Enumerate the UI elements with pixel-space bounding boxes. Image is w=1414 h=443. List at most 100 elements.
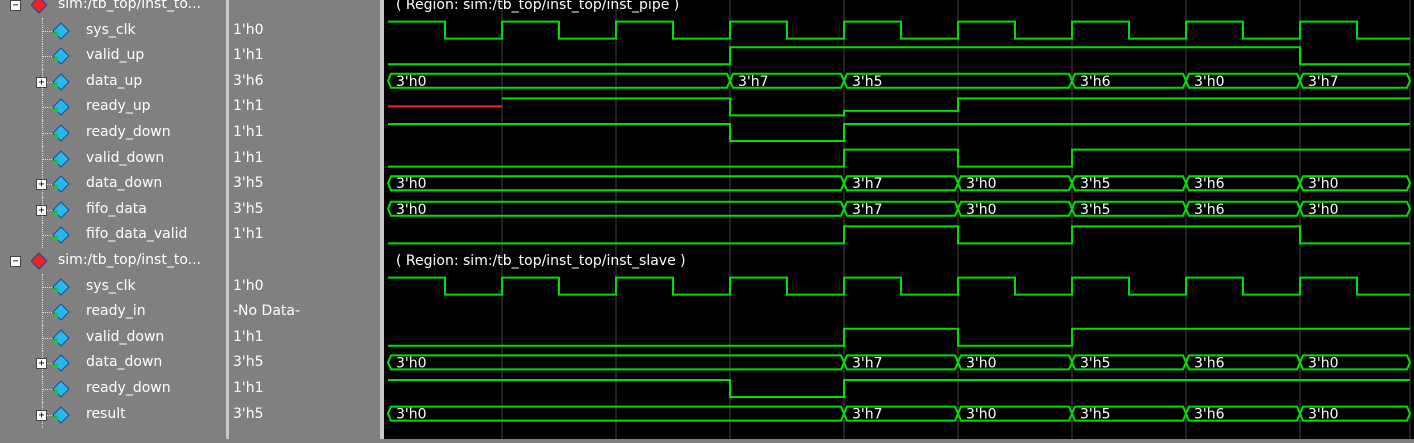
expand-bus-icon[interactable]: + xyxy=(36,410,47,421)
bus-segment xyxy=(1184,405,1302,422)
bus-value-label: 3'h0 xyxy=(1308,202,1339,218)
tree-line xyxy=(42,287,56,288)
signal-row-sys-clk[interactable]: sys_clk xyxy=(0,18,226,44)
signal-diamond-icon xyxy=(52,47,72,74)
signal-value-cell: 1'h1 xyxy=(229,94,380,119)
group-label: sim:/tb_top/inst_to... xyxy=(58,252,201,268)
bus-value-label: 3'h6 xyxy=(1194,176,1225,192)
signal-row-valid-down[interactable]: valid_down xyxy=(0,146,226,172)
signal-value-cell: 1'h1 xyxy=(229,43,380,68)
signal-diamond-icon xyxy=(52,22,72,49)
signal-name: valid_down xyxy=(86,329,165,345)
group-value-cell xyxy=(229,0,380,17)
signal-value-cell: 1'h1 xyxy=(229,146,380,171)
signal-value: 1'h1 xyxy=(233,47,264,63)
expand-bus-icon[interactable]: + xyxy=(36,205,47,216)
signal-value: 3'h5 xyxy=(233,201,264,217)
tree-line xyxy=(42,82,56,83)
group-row[interactable]: − sim:/tb_top/inst_to... xyxy=(0,0,226,17)
signal-value: 1'h1 xyxy=(233,329,264,345)
signal-diamond-icon xyxy=(52,124,72,151)
signal-row-valid-down[interactable]: valid_down xyxy=(0,325,226,351)
bus-value-label: 3'h7 xyxy=(852,407,883,423)
signal-name: fifo_data_valid xyxy=(86,226,188,242)
signal-value-cell: 3'h5 xyxy=(229,350,380,375)
signal-row-data-up[interactable]: + data_up xyxy=(0,69,226,95)
bus-segment xyxy=(1184,175,1302,192)
group-label: sim:/tb_top/inst_to... xyxy=(58,0,201,12)
red-diamond-icon xyxy=(30,252,50,279)
signal-value-cell: 1'h1 xyxy=(229,325,380,350)
signal-name: data_down xyxy=(86,354,163,370)
bus-value-label: 3'h7 xyxy=(852,202,883,218)
bus-value-label: 3'h0 xyxy=(966,355,997,371)
signal-diamond-icon xyxy=(52,226,72,253)
bus-segment xyxy=(842,175,960,192)
bus-segment xyxy=(1184,72,1302,89)
signal-row-data-down[interactable]: + data_down xyxy=(0,171,226,197)
signal-value: 3'h6 xyxy=(233,73,264,89)
bus-segment xyxy=(1298,72,1412,89)
pane-splitter-values[interactable] xyxy=(380,0,384,439)
signal-row-valid-up[interactable]: valid_up xyxy=(0,43,226,69)
signal-row-data-down[interactable]: + data_down xyxy=(0,350,226,376)
signal-value: 3'h5 xyxy=(233,406,264,422)
signal-row-fifo-data-valid[interactable]: fifo_data_valid xyxy=(0,222,226,248)
bus-value-label: 3'h0 xyxy=(966,176,997,192)
bus-value-label: 3'h6 xyxy=(1194,407,1225,423)
waveform-pane[interactable]: ( Region: sim:/tb_top/inst_top/inst_pipe… xyxy=(384,0,1414,439)
signal-name: sys_clk xyxy=(86,22,136,38)
signal-name: sys_clk xyxy=(86,278,136,294)
bus-segment xyxy=(1184,200,1302,217)
tree-line xyxy=(42,235,56,236)
clock-waveform xyxy=(388,20,1410,40)
bit-waveform xyxy=(502,97,1410,117)
bus-segment xyxy=(956,354,1074,371)
tree-line xyxy=(42,363,56,364)
signal-row-ready-down[interactable]: ready_down xyxy=(0,376,226,402)
bus-value-label: 3'h0 xyxy=(966,407,997,423)
signal-name: valid_down xyxy=(86,150,165,166)
signal-row-result[interactable]: + result xyxy=(0,402,226,428)
bus-segment xyxy=(956,405,1074,422)
signal-diamond-icon xyxy=(52,98,72,125)
signal-value: 1'h1 xyxy=(233,124,264,140)
group-row[interactable]: − sim:/tb_top/inst_to... xyxy=(0,248,226,273)
signal-row-ready-up[interactable]: ready_up xyxy=(0,94,226,120)
signal-value-cell: 3'h6 xyxy=(229,69,380,94)
signal-row-sys-clk[interactable]: sys_clk xyxy=(0,274,226,300)
bus-segment xyxy=(386,72,732,89)
signal-diamond-icon xyxy=(52,73,72,100)
signal-diamond-icon xyxy=(52,201,72,228)
bus-value-label: 3'h0 xyxy=(396,74,427,90)
red-diamond-icon xyxy=(30,0,50,23)
collapse-group-icon[interactable]: − xyxy=(10,0,21,11)
bit-waveform xyxy=(388,225,1410,245)
bus-value-label: 3'h5 xyxy=(1080,355,1111,371)
tree-line xyxy=(42,31,56,32)
expand-bus-icon[interactable]: + xyxy=(36,77,47,88)
expand-bus-icon[interactable]: + xyxy=(36,358,47,369)
signal-value-cell: 1'h0 xyxy=(229,274,380,299)
tree-line xyxy=(42,133,56,134)
signal-diamond-icon xyxy=(52,406,72,433)
expand-bus-icon[interactable]: + xyxy=(36,179,47,190)
bus-segment xyxy=(728,72,846,89)
signal-value-cell: 1'h1 xyxy=(229,222,380,247)
signal-value-cell: 3'h5 xyxy=(229,402,380,427)
tree-line xyxy=(42,107,56,108)
pane-splitter-names[interactable] xyxy=(226,0,229,439)
bus-segment xyxy=(1184,354,1302,371)
signal-row-ready-in[interactable]: ready_in xyxy=(0,299,226,325)
bus-segment xyxy=(1070,175,1188,192)
bus-value-label: 3'h0 xyxy=(396,407,427,423)
signal-row-fifo-data[interactable]: + fifo_data xyxy=(0,197,226,223)
region-label: ( Region: sim:/tb_top/inst_top/inst_pipe… xyxy=(396,0,679,13)
signal-name: ready_down xyxy=(86,380,171,396)
waveform-canvas[interactable]: ( Region: sim:/tb_top/inst_top/inst_pipe… xyxy=(384,0,1414,439)
signal-row-ready-down[interactable]: ready_down xyxy=(0,120,226,146)
collapse-group-icon[interactable]: − xyxy=(10,256,21,267)
bit-waveform xyxy=(388,327,1410,347)
clock-waveform xyxy=(388,276,1410,296)
signal-diamond-icon xyxy=(52,278,72,305)
